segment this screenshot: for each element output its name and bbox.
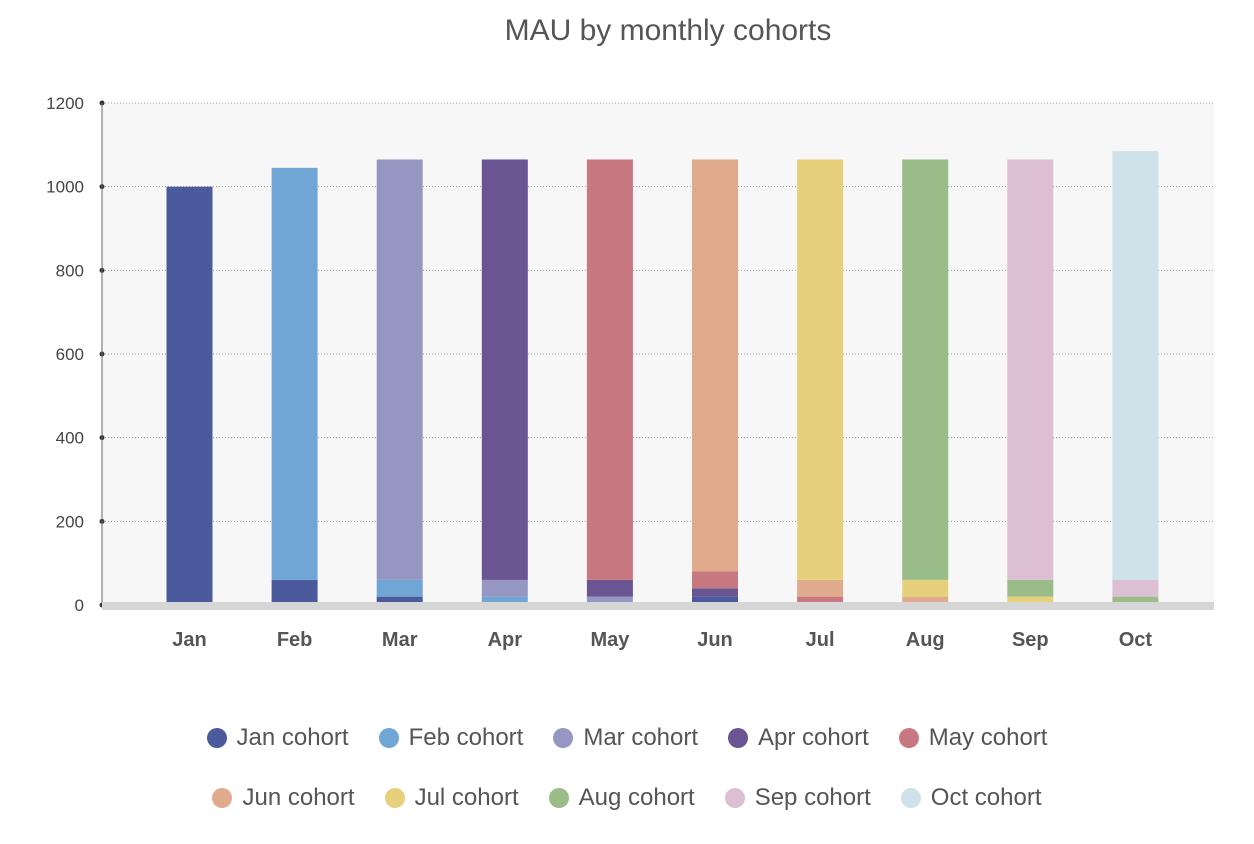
y-tick-label: 400: [56, 429, 84, 448]
x-tick-labels: Jan Feb Mar Apr May Jun Jul Aug Sep Oct: [172, 629, 1152, 651]
legend-item[interactable]: Feb cohort: [378, 724, 524, 752]
legend-row: Jun cohort Jul cohort Aug cohort Sep cohort…: [0, 768, 1254, 828]
legend-item[interactable]: Oct cohort: [900, 784, 1042, 812]
axes: [99, 100, 1214, 610]
legend-label: Aug cohort: [578, 784, 695, 811]
bars: [166, 151, 1159, 605]
bar-segment: [166, 186, 213, 605]
y-tick-label: 800: [56, 261, 84, 280]
y-tick-label: 600: [56, 345, 84, 364]
x-tick-label: Mar: [382, 629, 418, 651]
legend-item[interactable]: Jun cohort: [212, 784, 355, 812]
bar-segment: [797, 596, 844, 605]
x-tick-label: Jun: [697, 629, 733, 651]
x-axis-baseline: [102, 602, 1214, 610]
bar-segment: [902, 159, 949, 580]
legend-label: Jul cohort: [414, 784, 519, 811]
legend-swatch: [378, 728, 399, 748]
x-tick-label: Aug: [906, 629, 945, 651]
x-tick-label: Feb: [277, 629, 313, 651]
bar-segment: [271, 579, 318, 605]
x-tick-label: May: [590, 629, 630, 651]
y-tick-labels: 0 200 400 600 800 1000 1200: [46, 94, 84, 615]
bar-segment: [1007, 579, 1054, 597]
legend-label: Jun cohort: [242, 784, 355, 811]
legend-swatch: [900, 788, 921, 808]
legend-swatch: [898, 728, 919, 748]
bar-segment: [692, 588, 738, 597]
bar-segment: [902, 579, 949, 597]
bar-segment: [271, 167, 318, 580]
legend-item[interactable]: Jul cohort: [384, 784, 519, 812]
bar-segment: [586, 579, 633, 597]
legend: Jan cohort Feb cohort Mar cohort Apr cohort…: [0, 708, 1254, 828]
bar-segment: [1112, 579, 1159, 597]
legend-swatch: [206, 728, 227, 748]
legend-item[interactable]: Mar cohort: [553, 724, 698, 752]
legend-item[interactable]: Jan cohort: [206, 724, 349, 752]
bar-segment: [481, 579, 528, 597]
legend-item[interactable]: May cohort: [898, 724, 1048, 752]
x-tick-label: Sep: [1012, 629, 1049, 651]
legend-item[interactable]: Aug cohort: [548, 784, 695, 812]
bar-segment: [481, 159, 528, 580]
legend-item[interactable]: Apr cohort: [728, 724, 869, 752]
legend-label: Sep cohort: [754, 784, 871, 811]
bar-segment: [481, 596, 528, 605]
legend-label: May cohort: [928, 724, 1048, 751]
y-tick-label: 1000: [46, 178, 84, 197]
bar-segment: [586, 596, 633, 605]
bar-segment: [692, 596, 738, 605]
bar-segment: [376, 596, 423, 605]
x-tick-label: Jan: [172, 629, 206, 651]
legend-swatch: [548, 788, 569, 808]
legend-item[interactable]: Sep cohort: [724, 784, 871, 812]
legend-label: Apr cohort: [758, 724, 869, 751]
legend-swatch: [728, 728, 749, 748]
x-tick-label: Oct: [1119, 629, 1153, 651]
y-tick-label: 1200: [46, 94, 84, 113]
legend-swatch: [724, 788, 745, 808]
bar-segment: [692, 571, 738, 589]
legend-label: Oct cohort: [930, 784, 1042, 811]
legend-label: Mar cohort: [583, 724, 699, 751]
bar-segment: [1007, 159, 1054, 580]
bar-segment: [1112, 596, 1159, 605]
chart-title: MAU by monthly cohorts: [504, 14, 832, 47]
bar-segment: [376, 579, 423, 597]
bar-segment: [902, 596, 949, 605]
bar-segment: [586, 159, 633, 580]
bar-segment: [1112, 151, 1159, 580]
bar-segment: [692, 159, 738, 572]
legend-swatch: [384, 788, 405, 808]
grid-lines: [102, 102, 1214, 522]
y-tick-label: 0: [75, 596, 84, 615]
legend-label: Feb cohort: [408, 724, 524, 751]
bar-segment: [376, 159, 423, 580]
bar-segment: [797, 579, 844, 597]
legend-swatch: [553, 728, 574, 748]
x-tick-label: Jul: [806, 629, 835, 651]
y-tick-label: 200: [56, 512, 84, 531]
chart-canvas: 0 200 400 600 800 1000 1200 Jan Feb Mar Apr May Jun…: [46, 94, 1214, 651]
bar-segment: [1007, 596, 1054, 605]
legend-row: Jan cohort Feb cohort Mar cohort Apr cohort…: [0, 708, 1254, 768]
x-tick-label: Apr: [488, 629, 523, 651]
legend-swatch: [212, 788, 233, 808]
bar-segment: [797, 159, 844, 580]
legend-label: Jan cohort: [236, 724, 349, 751]
